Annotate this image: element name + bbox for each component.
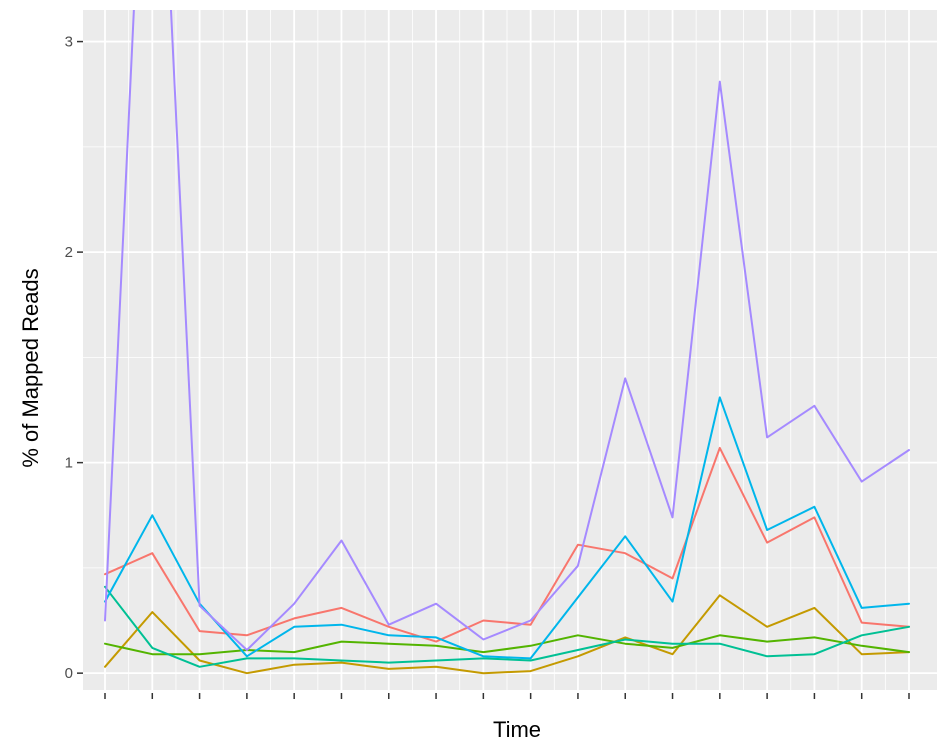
plot-panel: [83, 10, 937, 690]
y-tick-label: 0: [65, 665, 73, 682]
y-axis-title: % of Mapped Reads: [18, 268, 43, 467]
minor-gridlines: [83, 10, 937, 690]
series-line-5: [104, 396, 910, 660]
major-gridlines: [83, 10, 937, 690]
y-axis: 0 1 2 3: [65, 34, 83, 682]
series-line-2: [104, 594, 910, 675]
y-tick-label: 3: [65, 34, 73, 51]
series-line-6: [104, 10, 910, 651]
x-axis-title: Time: [493, 717, 541, 742]
series-line-1: [104, 446, 910, 643]
series-line-3: [104, 634, 910, 656]
x-axis: [104, 693, 910, 699]
series-line-4: [104, 585, 910, 668]
series-lines: [104, 10, 910, 675]
y-tick-label: 1: [65, 455, 73, 472]
y-tick-label: 2: [65, 244, 73, 261]
